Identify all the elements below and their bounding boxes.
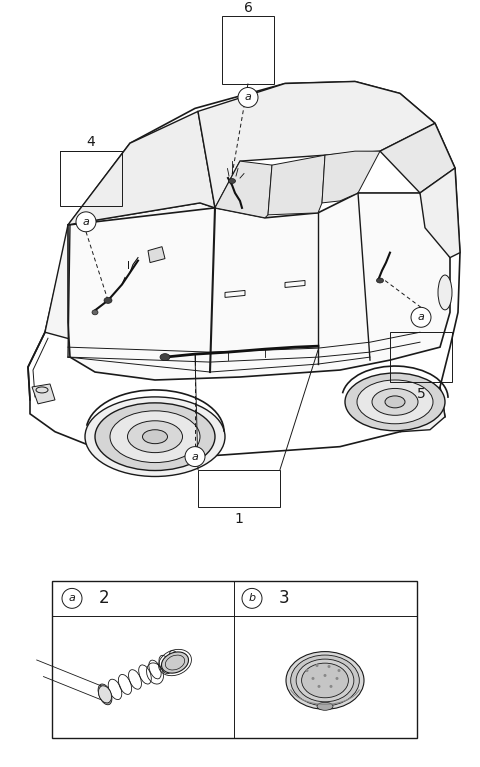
- Ellipse shape: [160, 354, 170, 360]
- Ellipse shape: [291, 655, 360, 706]
- Text: 2: 2: [99, 589, 109, 607]
- Circle shape: [305, 669, 309, 672]
- Circle shape: [242, 588, 262, 608]
- Circle shape: [317, 685, 321, 688]
- Polygon shape: [420, 168, 460, 258]
- Ellipse shape: [110, 411, 200, 463]
- Text: b: b: [249, 594, 255, 604]
- Circle shape: [336, 677, 338, 680]
- Polygon shape: [380, 123, 455, 193]
- Ellipse shape: [104, 298, 112, 304]
- Polygon shape: [322, 151, 380, 203]
- Ellipse shape: [161, 652, 189, 673]
- Circle shape: [62, 588, 82, 608]
- Ellipse shape: [85, 397, 225, 476]
- Text: a: a: [83, 217, 89, 227]
- Text: 1: 1: [235, 512, 243, 526]
- Ellipse shape: [345, 373, 445, 431]
- Ellipse shape: [98, 684, 112, 705]
- Polygon shape: [68, 193, 450, 380]
- Ellipse shape: [317, 703, 333, 710]
- Bar: [222, 16, 274, 84]
- Ellipse shape: [228, 179, 236, 183]
- Circle shape: [315, 664, 319, 667]
- Polygon shape: [68, 111, 215, 225]
- Ellipse shape: [286, 652, 364, 709]
- Polygon shape: [45, 203, 215, 347]
- Bar: [390, 332, 452, 382]
- Ellipse shape: [385, 396, 405, 408]
- Text: 6: 6: [243, 1, 252, 15]
- Text: 5: 5: [417, 387, 425, 401]
- Bar: [198, 469, 280, 507]
- Ellipse shape: [376, 278, 384, 283]
- Circle shape: [185, 446, 205, 466]
- Ellipse shape: [98, 686, 111, 703]
- Ellipse shape: [296, 659, 354, 702]
- Polygon shape: [28, 81, 460, 456]
- Polygon shape: [148, 247, 165, 262]
- Circle shape: [327, 665, 331, 668]
- Bar: [52, 581, 417, 738]
- Ellipse shape: [95, 403, 215, 470]
- Bar: [60, 151, 122, 206]
- Circle shape: [76, 212, 96, 232]
- Ellipse shape: [357, 380, 433, 423]
- Polygon shape: [400, 387, 445, 432]
- Ellipse shape: [438, 275, 452, 310]
- Ellipse shape: [372, 388, 418, 415]
- Text: a: a: [69, 594, 75, 604]
- Polygon shape: [215, 161, 272, 218]
- Circle shape: [238, 87, 258, 107]
- Text: a: a: [418, 312, 424, 322]
- Text: a: a: [192, 452, 198, 462]
- Circle shape: [312, 677, 314, 680]
- Ellipse shape: [128, 421, 182, 453]
- Text: a: a: [245, 93, 252, 103]
- Circle shape: [411, 308, 431, 328]
- Circle shape: [324, 674, 326, 677]
- Text: 3: 3: [279, 589, 289, 607]
- Circle shape: [329, 685, 333, 688]
- Ellipse shape: [92, 310, 98, 314]
- Ellipse shape: [301, 663, 348, 698]
- Ellipse shape: [143, 430, 168, 443]
- Polygon shape: [198, 81, 435, 208]
- Circle shape: [337, 669, 340, 672]
- Text: 4: 4: [86, 135, 96, 150]
- Polygon shape: [268, 155, 325, 215]
- Polygon shape: [32, 384, 55, 404]
